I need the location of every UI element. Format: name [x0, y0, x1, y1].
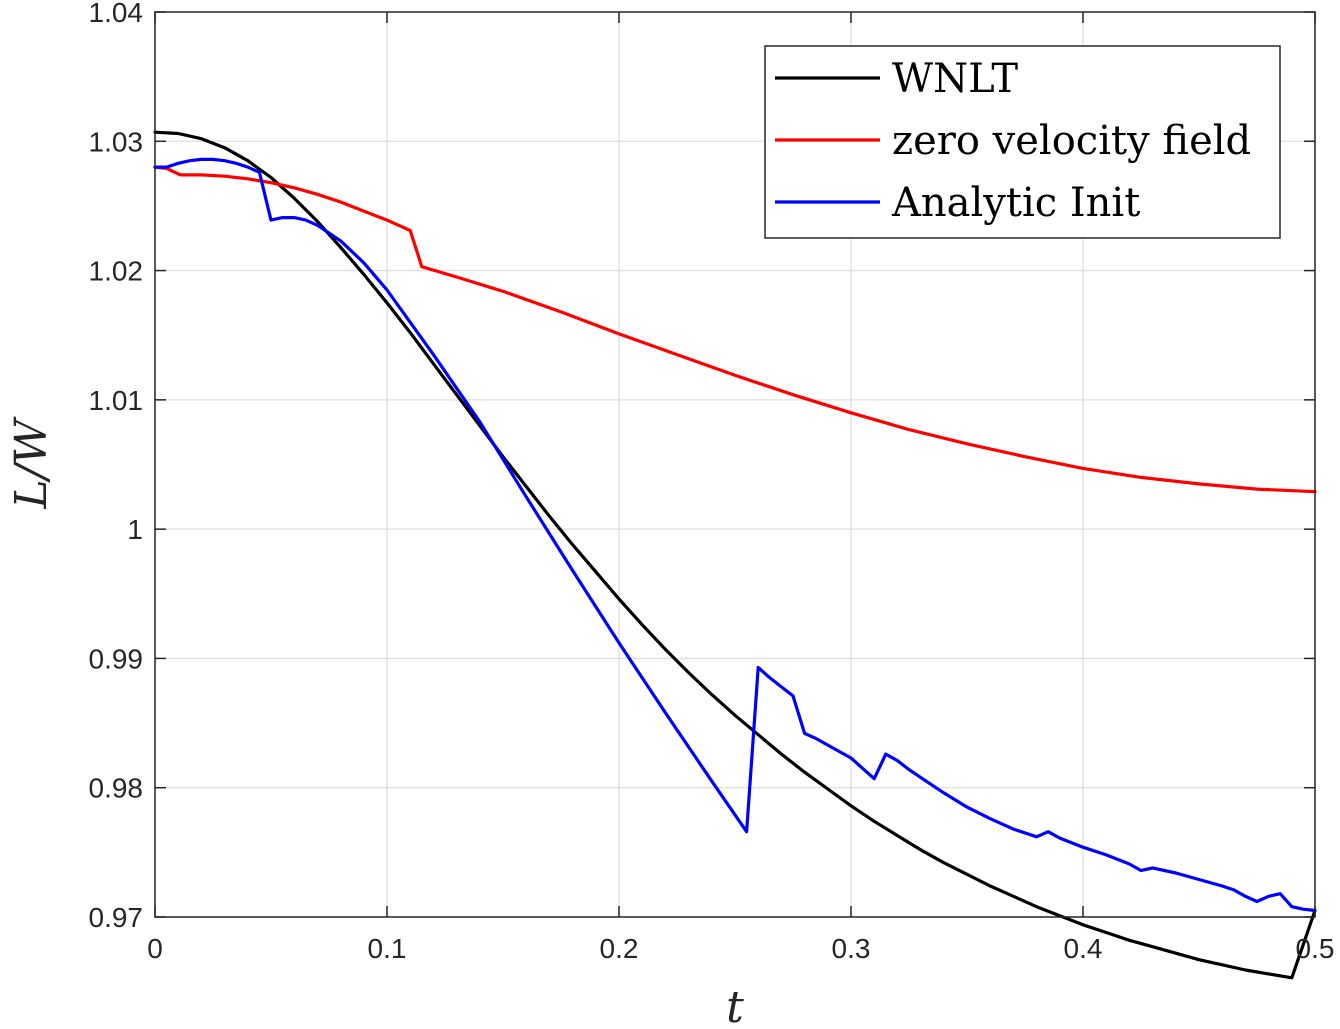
x-tick-label: 0.3 [832, 933, 871, 964]
y-tick-label: 1.02 [89, 256, 144, 287]
axis-ticks [154, 11, 1316, 918]
x-tick-label: 0 [147, 933, 163, 964]
x-axis-title: t [726, 982, 744, 1029]
y-tick-label: 1 [127, 514, 143, 545]
legend: WNLT zero velocity field Analytic Init [764, 45, 1281, 239]
y-tick-labels: 0.97 0.98 0.99 1 1.01 1.02 1.03 1.04 [89, 0, 144, 933]
x-tick-label: 0.5 [1296, 933, 1335, 964]
series-lines [153, 130, 1317, 980]
x-tick-label: 0.2 [600, 933, 639, 964]
x-tick-label: 0.1 [368, 933, 407, 964]
x-tick-labels: 0 0.1 0.2 0.3 0.4 0.5 [147, 933, 1334, 964]
x-tick-label: 0.4 [1064, 933, 1103, 964]
legend-label-analytic-init: Analytic Init [891, 180, 1140, 226]
y-tick-label: 0.98 [89, 773, 144, 804]
legend-label-wnlt: WNLT [892, 56, 1018, 102]
series-line-analytic-init [153, 157, 1317, 913]
y-tick-label: 0.97 [89, 902, 144, 933]
series-line-zero-velocity-field [153, 165, 1317, 494]
legend-label-zero-velocity-field: zero velocity field [892, 118, 1251, 164]
y-tick-label: 1.04 [89, 0, 144, 28]
series-line-wnlt [153, 130, 1317, 980]
y-tick-label: 1.01 [89, 385, 144, 416]
y-tick-label: 0.99 [89, 643, 144, 674]
plot-area-border [154, 11, 1316, 918]
y-tick-label: 1.03 [89, 126, 144, 157]
y-axis-title: L/W [6, 416, 57, 510]
